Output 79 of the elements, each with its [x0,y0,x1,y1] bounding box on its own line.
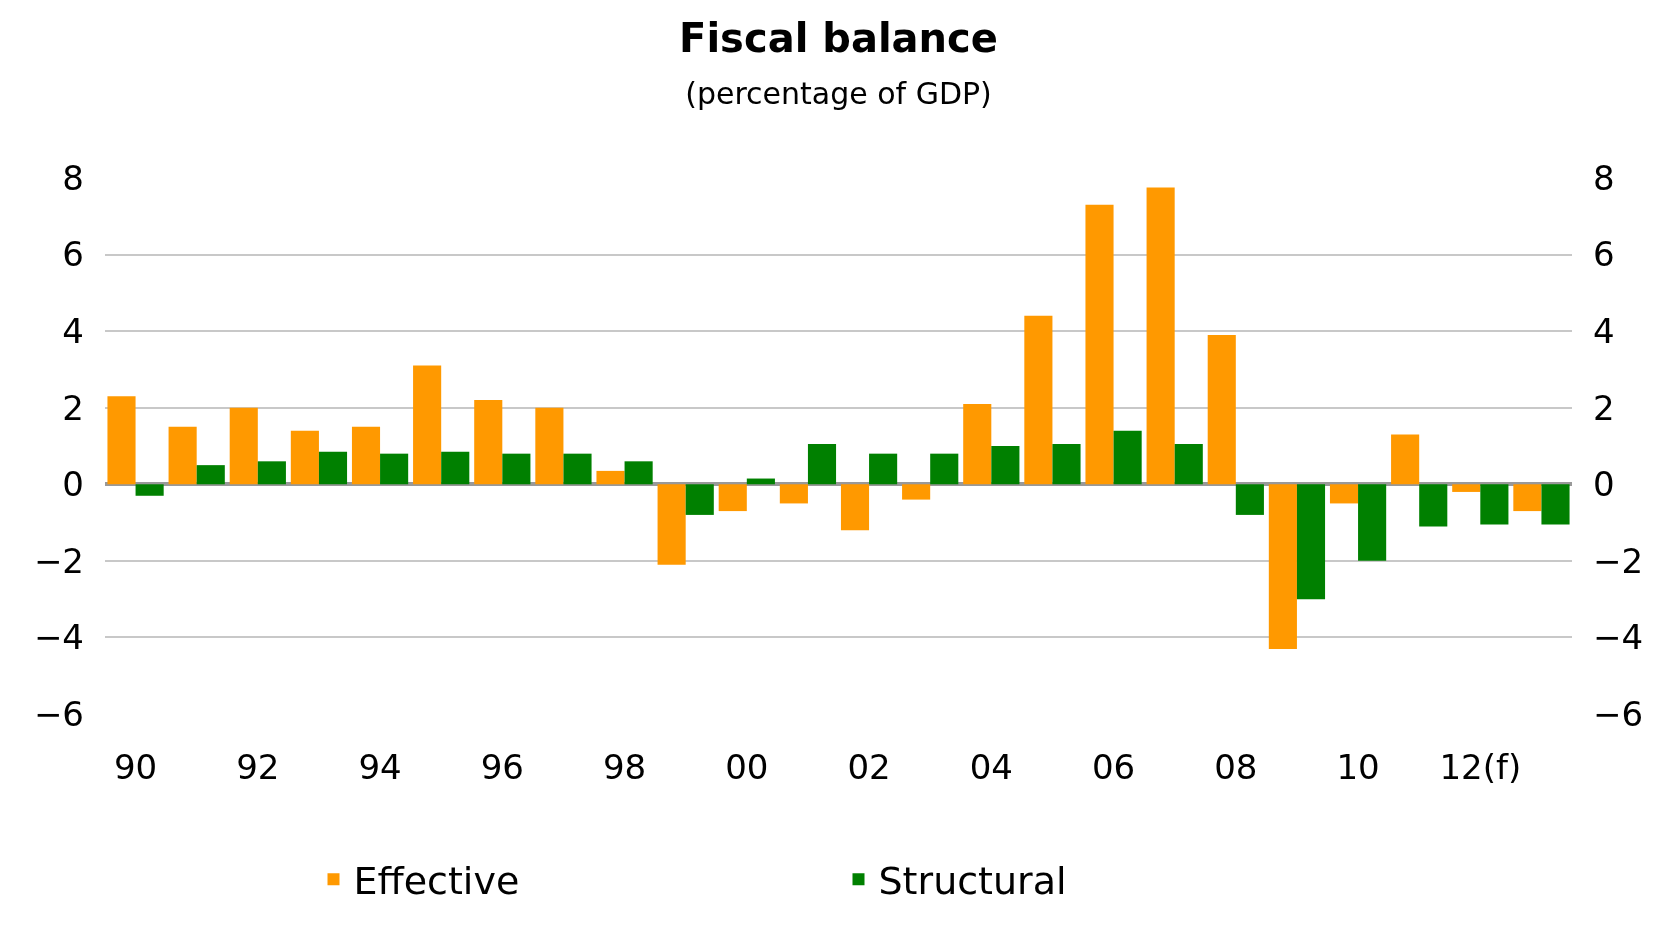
bar [1085,204,1114,485]
x-tick-label: 04 [969,747,1013,787]
x-tick-label: 02 [847,747,891,787]
bar [840,484,870,531]
bar [1329,484,1359,504]
x-tick-label: 98 [602,747,647,787]
legend-label: Structural [878,859,1067,904]
y-tick-label: −2 [33,540,84,581]
x-tick-label: 92 [236,747,280,787]
y-tick-label: 0 [62,464,84,505]
bar [624,461,653,485]
bar [1541,484,1570,525]
bar [596,470,625,485]
bar [1207,334,1236,485]
bar [318,451,348,485]
bar [257,461,286,485]
x-tick-label: 10 [1336,747,1380,787]
bar [196,465,225,485]
x-tick-label: 00 [725,747,769,787]
x-tick-label: 12(f) [1439,747,1522,787]
y2-tick-label: 8 [1593,157,1615,198]
x-tick-label: 90 [113,747,158,787]
bar [168,426,197,485]
bar [502,453,531,485]
bar [869,453,898,485]
bar [963,403,992,485]
y-tick-label: 8 [62,157,84,198]
bar [807,444,837,485]
bar [290,430,319,485]
y-tick-label: 6 [62,234,84,275]
bar [779,484,808,504]
bar [1391,434,1420,485]
bar [107,396,136,485]
bar [351,426,381,485]
bar [474,400,503,485]
bar [657,484,686,565]
y2-tick-label: 2 [1593,387,1615,428]
bar [718,484,747,512]
bar [930,453,959,485]
bar [380,453,409,485]
y-tick-label: −6 [33,693,84,734]
y-tick-label: 2 [62,387,84,428]
bar [902,484,931,500]
bar [1268,484,1297,649]
bar [1480,484,1509,525]
bar [1052,444,1081,485]
bar [1513,484,1542,512]
bar [685,484,714,515]
x-tick-label: 06 [1091,747,1136,787]
bar [1235,484,1264,515]
bar [563,453,592,485]
bar [135,484,164,496]
y2-tick-label: 6 [1593,234,1615,275]
y-tick-label: −4 [33,617,84,658]
bar [535,407,564,485]
x-tick-label: 96 [480,747,524,787]
y2-tick-label: 0 [1593,464,1615,505]
y2-tick-label: −4 [1593,617,1644,658]
x-tick-label: 94 [358,747,402,787]
bar [413,365,442,485]
y-tick-label: 4 [62,311,84,352]
bar [1358,484,1387,561]
chart-title: Fiscal balance [679,14,998,61]
chart-subtitle: (percentage of GDP) [685,75,992,111]
bar [441,451,470,485]
y2-tick-label: 4 [1593,311,1615,352]
bar [1024,315,1053,485]
bar [229,407,258,485]
legend-label: Effective [353,859,520,904]
bar [1452,484,1481,492]
bar [1174,444,1203,485]
bar [991,446,1020,485]
x-tick-label: 08 [1214,747,1258,787]
bar [1296,484,1326,600]
bar [1419,484,1448,527]
y2-tick-label: −2 [1593,540,1644,581]
y2-tick-label: −6 [1593,693,1644,734]
bar [1146,187,1175,485]
bar [1113,430,1142,485]
